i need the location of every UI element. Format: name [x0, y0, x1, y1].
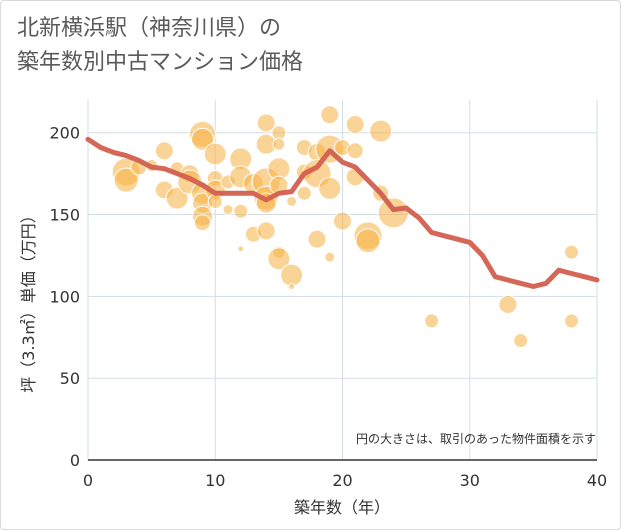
x-tick-label: 20	[332, 471, 352, 490]
y-tick-label: 0	[70, 451, 80, 470]
chart-annotation: 円の大きさは、取引のあった物件面積を示す	[356, 431, 596, 446]
x-tick-label: 40	[587, 471, 607, 490]
chart-title-line-2: 築年数別中古マンション価格	[17, 50, 304, 75]
y-axis-label: 坪（3.3㎡）単価（万円）	[19, 207, 38, 392]
bubble-point	[271, 125, 287, 141]
bubble-point	[222, 204, 234, 216]
x-axis-label: 築年数（年）	[294, 498, 390, 517]
bubble-point	[165, 186, 189, 210]
bubble-point	[233, 203, 249, 219]
bubble-point	[355, 228, 381, 254]
bubble-point	[513, 333, 529, 349]
bubble-point	[256, 221, 276, 241]
bubble-point	[267, 247, 291, 271]
bubble-point	[377, 197, 409, 229]
y-tick-label: 100	[49, 287, 80, 306]
x-tick-label: 0	[83, 471, 93, 490]
bubble-point	[256, 113, 276, 133]
bubble-point	[207, 193, 223, 209]
x-tick-label: 10	[205, 471, 225, 490]
chart-title-line-1: 北新横浜駅（神奈川県）の	[17, 16, 282, 41]
bubble-point	[286, 195, 298, 207]
bubble-point	[154, 141, 174, 161]
bubble-point	[498, 295, 518, 315]
chart-title: 北新横浜駅（神奈川県）の 築年数別中古マンション価格	[17, 12, 577, 80]
bubble-point	[272, 137, 286, 151]
trend-line-series	[85, 136, 600, 289]
bubble-point	[424, 313, 440, 329]
trend-line	[85, 136, 600, 289]
bubble-point	[318, 176, 342, 200]
y-tick-label: 50	[60, 369, 80, 388]
bubble-point	[203, 142, 227, 166]
bubble-point	[320, 105, 340, 125]
bubble-point	[296, 185, 312, 201]
bubble-point	[307, 229, 327, 249]
bubble-point	[237, 245, 245, 253]
bubble-point	[324, 251, 336, 263]
axes: 0 50 100 150 200 0 10 20 30 40	[49, 124, 607, 490]
bubble-point	[333, 211, 352, 231]
bubble-point	[280, 263, 304, 287]
bubble-point	[194, 214, 212, 232]
bubble-point	[288, 283, 296, 291]
bubble-point	[345, 115, 365, 135]
bubble-point	[564, 244, 580, 260]
bubble-point	[346, 142, 364, 160]
bubble-series	[111, 105, 580, 349]
bubble-point	[369, 119, 393, 143]
bubble-point	[191, 127, 215, 151]
bubble-point	[564, 313, 580, 329]
bubble-point	[113, 167, 139, 193]
y-tick-label: 200	[49, 124, 80, 143]
x-tick-label: 30	[460, 471, 480, 490]
y-tick-label: 150	[49, 206, 80, 225]
